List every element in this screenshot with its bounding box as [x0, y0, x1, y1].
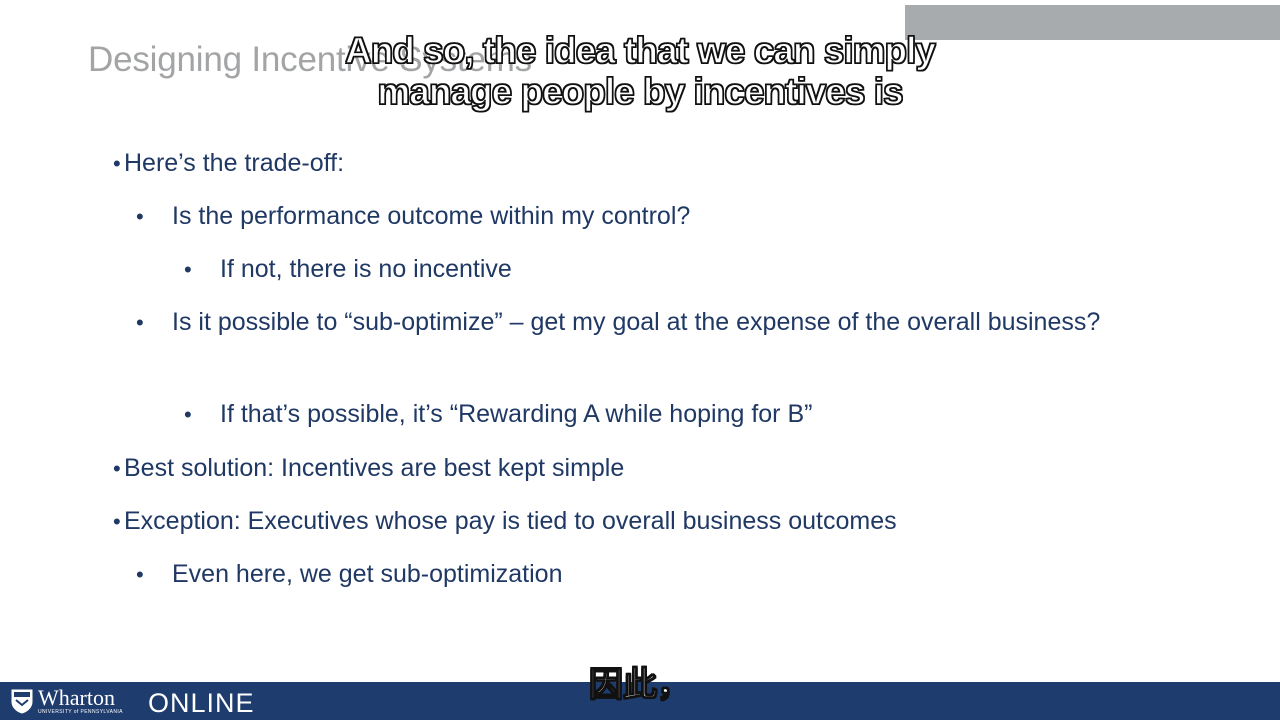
bullet-dot-icon: •	[184, 402, 192, 427]
bullet-dot-icon: •	[136, 310, 144, 335]
bullet-level1-exception: • Exception: Executives whose pay is tie…	[113, 502, 897, 541]
bullet-dot-icon: •	[113, 151, 121, 176]
chinese-caption: 因此，	[588, 664, 691, 705]
bullet-dot-icon: •	[184, 257, 192, 282]
online-label: ONLINE	[148, 688, 255, 718]
bullet-level2-control: • Is the performance outcome within my c…	[136, 197, 691, 236]
bullet-dot-icon: •	[136, 562, 144, 587]
logo-university: UNIVERSITY of PENNSYLVANIA	[38, 709, 123, 715]
bullet-list: • Here’s the trade-off: • Is the perform…	[113, 144, 1142, 594]
bullet-level3-rewarding: • If that’s possible, it’s “Rewarding A …	[184, 395, 813, 434]
bullet-level2-even-here: • Even here, we get sub-optimization	[136, 555, 563, 594]
bullet-level1-trade-off: • Here’s the trade-off:	[113, 144, 345, 183]
bullet-dot-icon: •	[136, 204, 144, 229]
shield-icon	[11, 689, 33, 714]
bullet-text: Here’s the trade-off:	[124, 149, 345, 177]
bullet-text: If not, there is no incentive	[220, 255, 512, 283]
bullet-text: Exception: Executives whose pay is tied …	[124, 507, 897, 535]
wharton-logo: Wharton UNIVERSITY of PENNSYLVANIA	[10, 686, 123, 716]
bullet-level2-sub-optimize: • Is it possible to “sub-optimize” – get…	[136, 303, 1142, 342]
bullet-level1-best-solution: • Best solution: Incentives are best kep…	[113, 449, 625, 488]
top-accent-bar	[905, 5, 1280, 40]
english-caption: And so, the idea that we can simply mana…	[344, 29, 936, 112]
bullet-text: Is it possible to “sub-optimize” – get m…	[172, 308, 1101, 336]
bullet-dot-icon: •	[113, 509, 121, 534]
logo-wordmark: Wharton UNIVERSITY of PENNSYLVANIA	[38, 687, 123, 715]
bullet-text: Is the performance outcome within my con…	[172, 202, 691, 230]
bullet-text: Best solution: Incentives are best kept …	[124, 454, 625, 482]
bullet-text: Even here, we get sub-optimization	[172, 560, 563, 588]
logo-name: Wharton	[38, 685, 115, 710]
bullet-text: If that’s possible, it’s “Rewarding A wh…	[220, 400, 813, 428]
footer-bar: Wharton UNIVERSITY of PENNSYLVANIA ONLIN…	[0, 682, 1280, 720]
bullet-level3-no-incentive: • If not, there is no incentive	[184, 250, 512, 289]
bullet-dot-icon: •	[113, 456, 121, 481]
slide-title: Designing Incentive Systems	[88, 40, 532, 79]
